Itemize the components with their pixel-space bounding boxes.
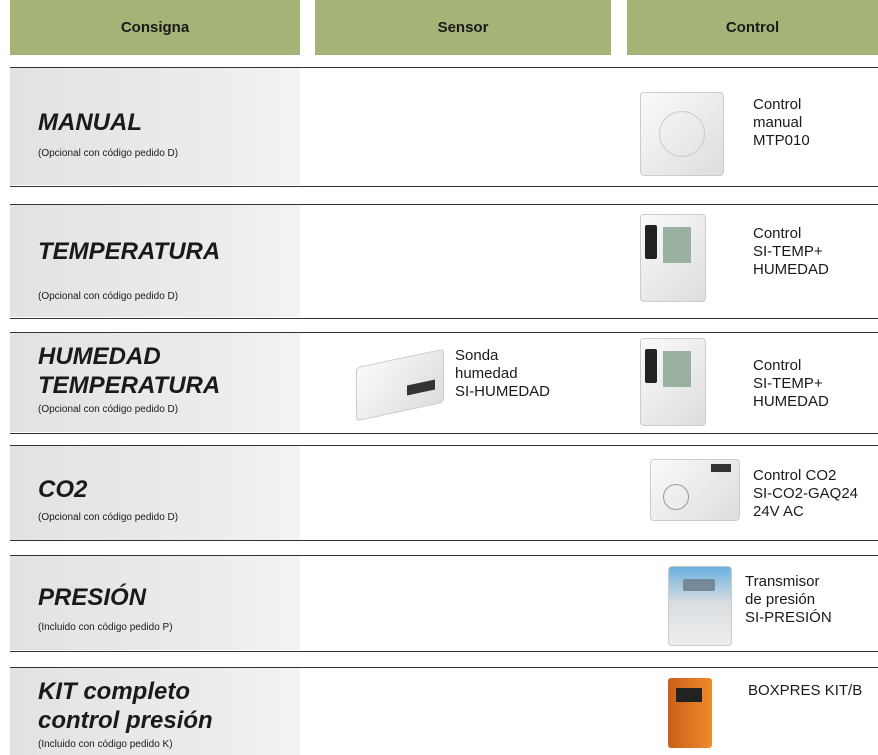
device-image — [650, 459, 740, 521]
device-image — [640, 338, 706, 426]
row-note: (Opcional con código pedido D) — [38, 148, 179, 159]
text-line: de presión — [745, 591, 816, 608]
row-title: CO2 — [38, 476, 88, 503]
text-line: HUMEDAD — [753, 261, 829, 278]
text-line: MTP010 — [753, 132, 810, 149]
control-text: Control manual MTP010 — [753, 96, 810, 150]
rule — [10, 186, 878, 187]
row-title: PRESIÓN — [38, 584, 147, 611]
sensor-image — [356, 348, 444, 422]
device-image — [640, 92, 724, 176]
text-line: Control CO2 — [753, 467, 837, 484]
text-line: control presión — [38, 707, 213, 734]
rule — [10, 651, 878, 652]
sensor-text: Sonda humedad SI-HUMEDAD — [455, 347, 550, 401]
row-title: KIT completo control presión — [38, 677, 213, 735]
control-text: Transmisor de presión SI-PRESIÓN — [745, 573, 832, 627]
text-line: Sonda — [455, 347, 499, 364]
device-image — [640, 214, 706, 302]
rule — [10, 433, 878, 434]
column-header: Consigna — [10, 0, 300, 55]
text-line: HUMEDAD — [753, 393, 829, 410]
control-text: Control SI-TEMP+ HUMEDAD — [753, 357, 829, 411]
row-title: HUMEDAD TEMPERATURA — [38, 342, 220, 400]
row-title: TEMPERATURA — [38, 238, 221, 265]
text-line: SI-TEMP+ — [753, 375, 823, 392]
control-text: BOXPRES KIT/B — [748, 682, 863, 699]
control-text: Control CO2 SI-CO2-GAQ24 24V AC — [753, 467, 858, 521]
column-header: Control — [627, 0, 878, 55]
row-title: MANUAL — [38, 109, 142, 136]
row-band — [10, 205, 300, 317]
rule — [10, 67, 878, 68]
row-band — [10, 668, 300, 755]
rule — [10, 555, 878, 556]
text-line: Control — [753, 96, 802, 113]
rule — [10, 540, 878, 541]
rule — [10, 318, 878, 319]
row-band — [10, 556, 300, 650]
text-line: HUMEDAD — [38, 343, 161, 370]
row-note: (Opcional con código pedido D) — [38, 404, 179, 415]
text-line: TEMPERATURA — [38, 372, 221, 399]
text-line: SI-PRESIÓN — [745, 609, 832, 626]
control-text: Control SI-TEMP+ HUMEDAD — [753, 225, 829, 279]
text-line: SI-CO2-GAQ24 — [753, 485, 859, 502]
text-line: Control — [753, 225, 802, 242]
row-band — [10, 333, 300, 432]
column-header: Sensor — [315, 0, 611, 55]
text-line: Control — [753, 357, 802, 374]
text-line: KIT completo — [38, 678, 191, 705]
row-band — [10, 68, 300, 185]
text-line: SI-TEMP+ — [753, 243, 823, 260]
rule — [10, 332, 878, 333]
text-line: Transmisor — [745, 573, 820, 590]
row-band — [10, 446, 300, 540]
text-line: humedad — [455, 365, 518, 382]
rule — [10, 204, 878, 205]
device-image — [668, 566, 732, 646]
row-note: (Opcional con código pedido D) — [38, 291, 179, 302]
rule — [10, 667, 878, 668]
row-note: (Incluido con código pedido P) — [38, 622, 173, 633]
device-image — [668, 678, 712, 748]
row-note: (Opcional con código pedido D) — [38, 512, 179, 523]
text-line: SI-HUMEDAD — [455, 383, 551, 400]
text-line: 24V AC — [753, 503, 804, 520]
text-line: manual — [753, 114, 803, 131]
row-note: (Incluido con código pedido K) — [38, 739, 173, 750]
rule — [10, 445, 878, 446]
